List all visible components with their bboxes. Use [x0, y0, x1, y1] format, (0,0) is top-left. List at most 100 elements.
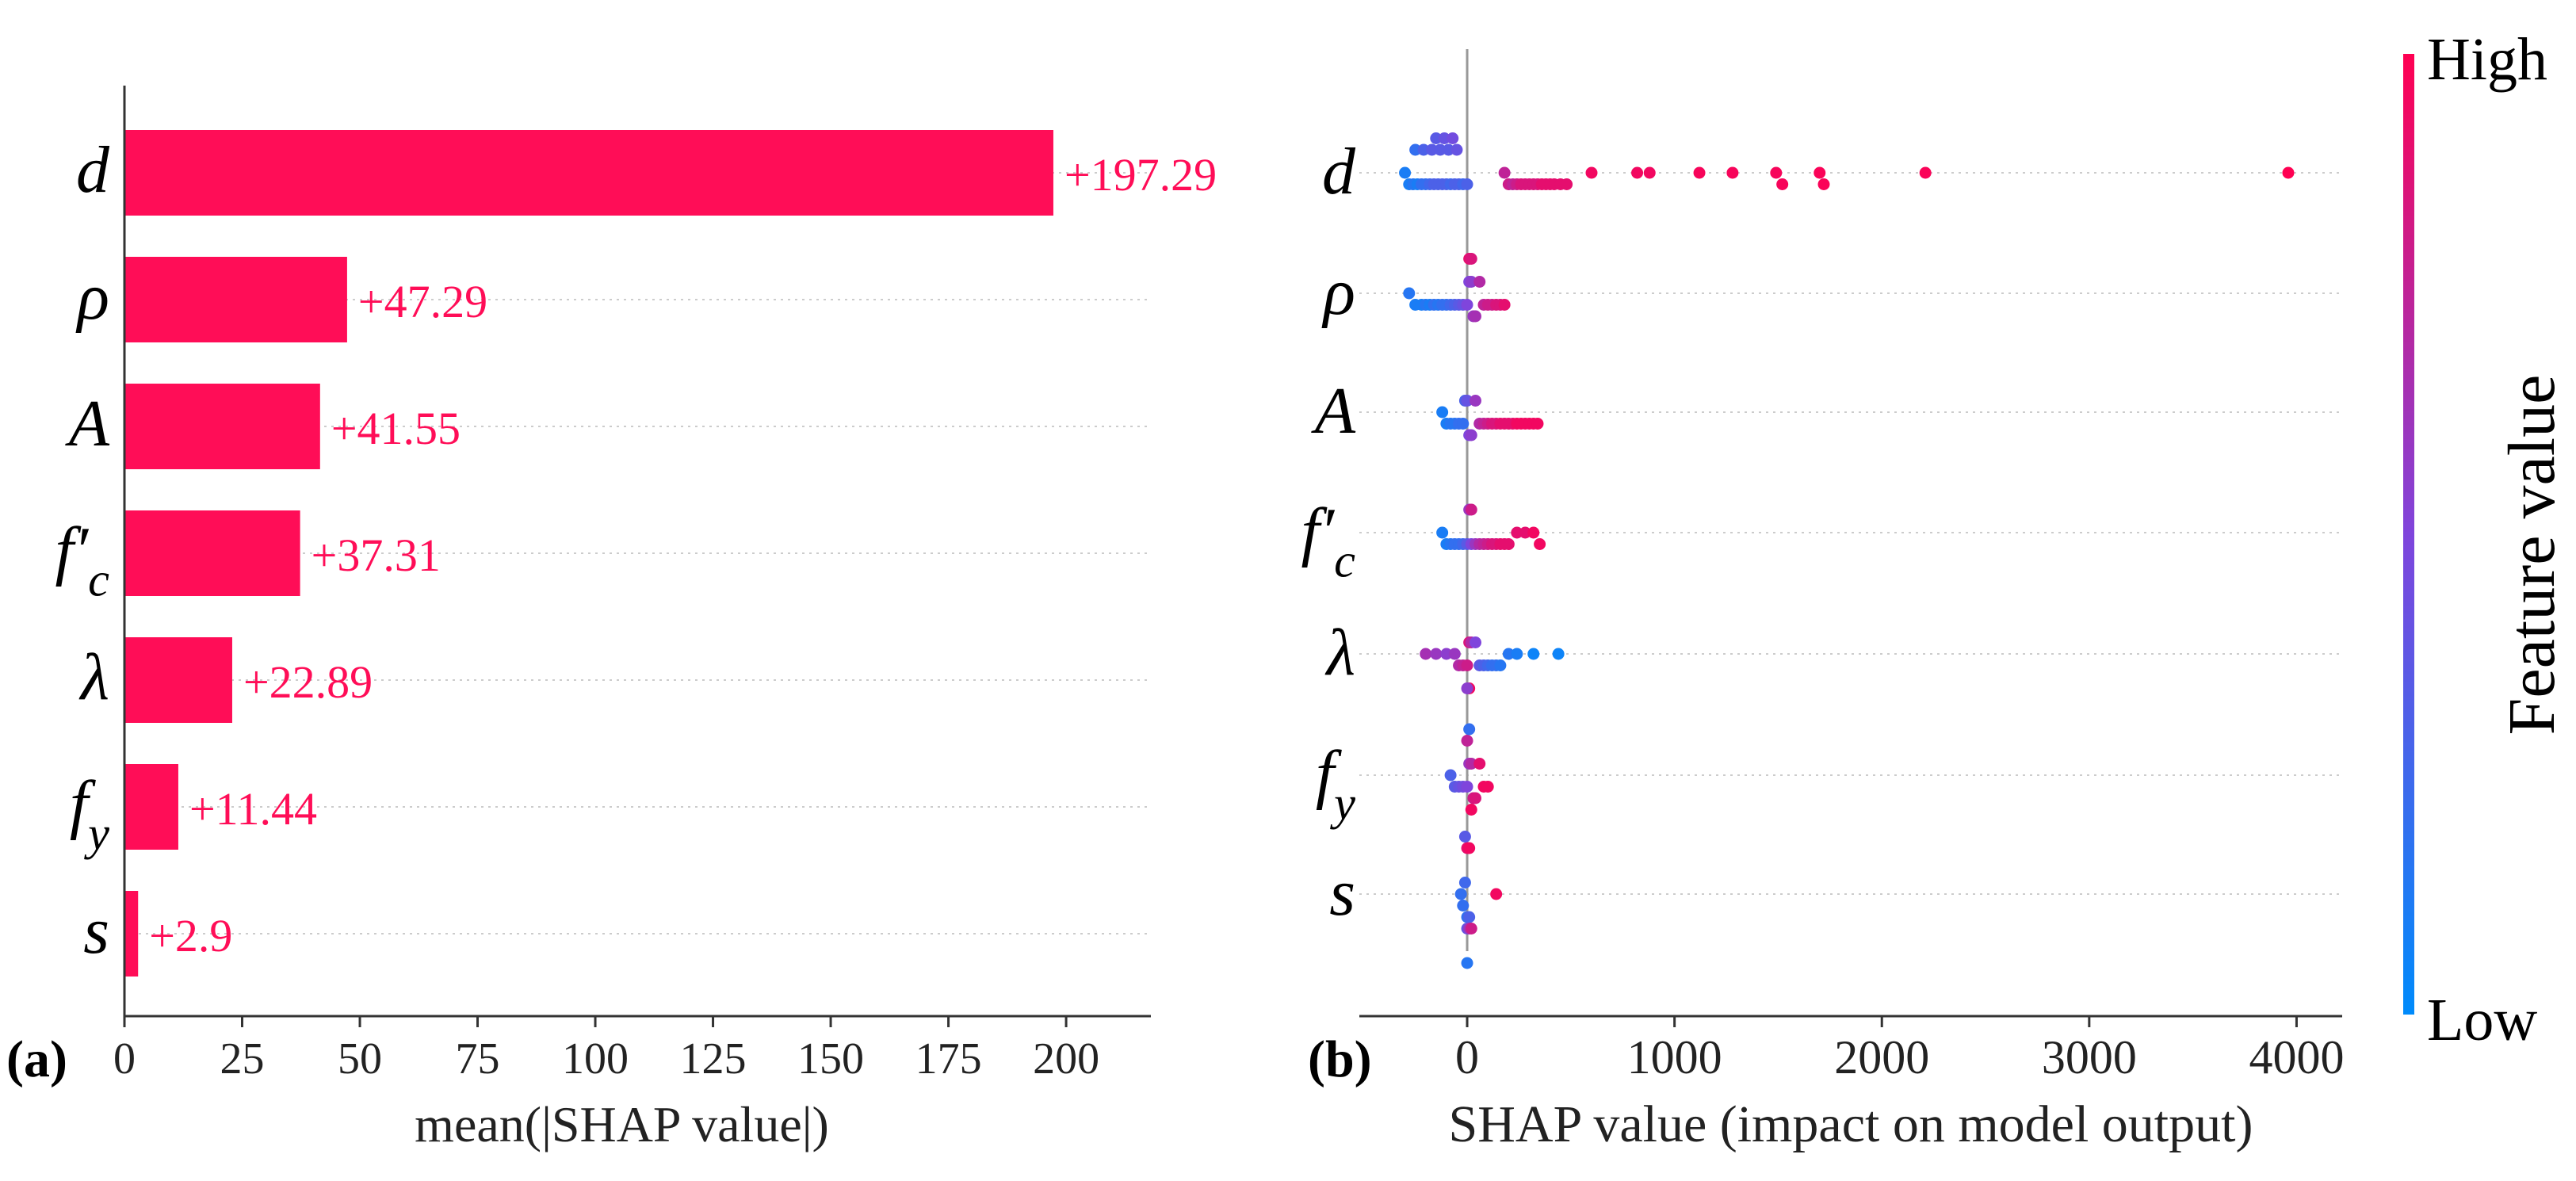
- bar-value-label: +47.29: [358, 276, 487, 327]
- x-tick-label-b: 1000: [1627, 1031, 1722, 1084]
- point-a-0: [1436, 406, 1449, 419]
- bar-value-label: +37.31: [311, 529, 441, 581]
- point-a-10: [1469, 395, 1481, 407]
- point-d-25: [1498, 166, 1511, 179]
- point-rho-18: [1473, 276, 1486, 288]
- point-lambda-18: [1527, 648, 1540, 660]
- point-lambda-1: [1430, 648, 1443, 660]
- point-d-46: [1776, 178, 1789, 190]
- bar-value-label: +22.89: [243, 656, 373, 708]
- point-fprimec-17: [1511, 526, 1523, 539]
- point-d-49: [1919, 166, 1932, 179]
- point-d-47: [1814, 166, 1826, 179]
- beeswarm-feature-label-fy: fy: [1316, 737, 1355, 830]
- bar-d: [124, 130, 1053, 216]
- point-lambda-19: [1552, 648, 1565, 660]
- bar-a: [124, 384, 320, 469]
- x-tick-label-b: 4000: [2249, 1031, 2344, 1084]
- point-s-2: [1458, 877, 1471, 889]
- point-fy-14: [1463, 723, 1476, 736]
- point-d-17: [1417, 143, 1430, 156]
- beeswarm-feature-label-d: d: [1322, 135, 1356, 208]
- point-lambda-15: [1494, 659, 1507, 671]
- beeswarm-feature-label-lambda: λ: [1324, 616, 1355, 690]
- point-a-9: [1465, 429, 1477, 441]
- point-d-40: [1585, 166, 1598, 179]
- point-s-4: [1463, 911, 1476, 923]
- point-fprimec-19: [1527, 526, 1540, 539]
- point-d-41: [1631, 166, 1644, 179]
- point-s-12: [1461, 957, 1473, 969]
- point-rho-15: [1465, 276, 1477, 288]
- colorbar-high-label: High: [2427, 26, 2547, 93]
- point-fy-13: [1461, 735, 1473, 747]
- x-tick-label: 175: [915, 1034, 982, 1084]
- feature-label-rho: ρ: [75, 260, 109, 334]
- point-rho-0: [1403, 287, 1416, 300]
- point-d-22: [1430, 132, 1443, 144]
- x-tick-label-b: 0: [1455, 1031, 1479, 1084]
- point-s-0: [1454, 888, 1467, 900]
- point-fprimec-18: [1519, 526, 1531, 539]
- point-d-42: [1643, 166, 1656, 179]
- point-fy-8: [1469, 792, 1481, 805]
- bar-value-label: +11.44: [189, 783, 317, 835]
- point-s-11: [1458, 831, 1471, 843]
- point-d-20: [1442, 143, 1454, 156]
- point-d-0: [1399, 166, 1412, 179]
- feature-label-s: s: [83, 894, 109, 968]
- panel-label-a: (a): [6, 1030, 67, 1088]
- point-d-21: [1450, 143, 1463, 156]
- point-d-23: [1438, 132, 1450, 144]
- point-a-25: [1531, 418, 1544, 430]
- x-tick-label: 100: [562, 1034, 629, 1084]
- point-lambda-16: [1502, 648, 1515, 660]
- feature-label-a: A: [65, 387, 110, 461]
- point-lambda-17: [1511, 648, 1523, 660]
- point-lambda-2: [1440, 648, 1453, 660]
- bar-chart-panel: +197.29 d +47.29 ρ +41.55 A +37.31 f′c +22.89 λ +1…: [6, 86, 1217, 1152]
- x-tick-label: 125: [680, 1034, 747, 1084]
- point-lambda-21: [1461, 682, 1473, 694]
- point-d-48: [1817, 178, 1830, 190]
- colorbar-gradient: [2403, 54, 2414, 1015]
- bar-fy: [124, 764, 178, 850]
- point-d-39: [1561, 178, 1573, 190]
- point-fprimec-22: [1465, 503, 1477, 516]
- point-d-50: [2282, 166, 2295, 179]
- point-lambda-3: [1448, 648, 1461, 660]
- feature-label-d: d: [76, 133, 110, 207]
- point-d-19: [1434, 143, 1447, 156]
- point-rho-17: [1469, 310, 1481, 323]
- beeswarm-feature-label-rho: ρ: [1321, 255, 1355, 329]
- point-d-43: [1693, 166, 1706, 179]
- feature-value-colorbar: High Low Feature value: [2403, 26, 2569, 1053]
- point-fprimec-20: [1534, 538, 1546, 550]
- point-fprimec-0: [1436, 526, 1449, 539]
- point-a-7: [1461, 395, 1473, 407]
- feature-label-fprimec: f′c: [55, 514, 109, 606]
- bar-fprimec: [124, 510, 300, 596]
- beeswarm-feature-label-s: s: [1329, 856, 1355, 930]
- x-axis-title-b: SHAP value (impact on model output): [1449, 1095, 2253, 1153]
- bar-value-label: +197.29: [1064, 149, 1217, 201]
- x-tick-label: 75: [456, 1034, 500, 1084]
- point-d-44: [1726, 166, 1739, 179]
- x-tick-label: 200: [1033, 1034, 1099, 1084]
- x-tick-label: 0: [113, 1034, 136, 1084]
- point-d-15: [1461, 178, 1473, 190]
- point-rho-24: [1498, 299, 1511, 311]
- x-tick-label: 150: [797, 1034, 864, 1084]
- point-fy-4: [1461, 781, 1473, 793]
- bar-value-label: +2.9: [149, 910, 232, 961]
- point-d-24: [1447, 132, 1459, 144]
- point-rho-26: [1465, 253, 1477, 265]
- point-a-5: [1457, 418, 1470, 430]
- bar-s: [124, 891, 139, 977]
- point-s-7: [1465, 923, 1477, 934]
- bar-lambda: [124, 637, 232, 723]
- feature-label-lambda: λ: [78, 640, 109, 714]
- beeswarm-feature-label-a: A: [1311, 374, 1356, 448]
